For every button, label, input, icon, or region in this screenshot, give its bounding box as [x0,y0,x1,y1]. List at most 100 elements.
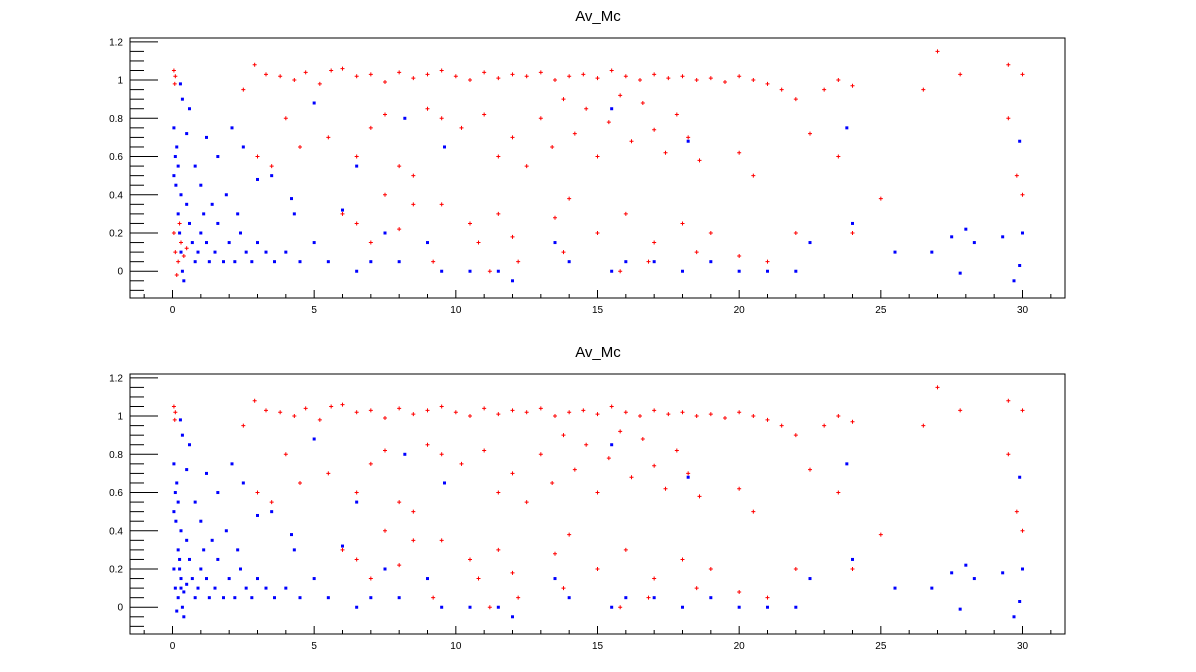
data-point [326,260,330,264]
data-point [175,145,179,149]
data-point [709,596,713,600]
data-point [252,62,257,67]
data-point [188,557,191,561]
data-point [236,212,240,216]
data-point [553,551,557,556]
data-point [1018,475,1022,479]
data-point [487,269,492,274]
data-point [383,192,387,197]
data-point [222,596,225,600]
data-point [278,74,283,79]
data-point [623,410,628,415]
data-point [340,402,345,407]
data-point [666,412,671,417]
data-point [439,452,444,457]
data-point [175,481,179,485]
data-point [368,72,373,77]
data-point [708,231,713,235]
data-point [935,49,940,54]
data-point [1006,452,1011,457]
data-point [283,116,288,121]
data-point [845,462,849,466]
data-point [185,468,189,472]
data-point [708,412,713,417]
data-point [233,596,237,600]
data-point [244,586,248,590]
data-point [184,246,189,251]
data-point [610,605,614,609]
data-point [283,452,288,457]
data-point [482,112,487,117]
data-point [199,567,203,571]
data-point [196,586,200,590]
x-tick-label: 0 [170,305,176,316]
data-point [496,154,501,159]
data-point [185,202,189,206]
data-point [640,101,645,105]
data-point [808,577,812,581]
data-point [411,202,416,207]
data-point [179,193,183,197]
data-point [340,66,345,71]
data-point [326,135,331,140]
data-point [270,510,274,514]
data-point [439,404,444,409]
data-point [179,240,183,245]
data-point [516,259,521,264]
data-point [663,150,668,155]
data-point [930,586,934,590]
data-point [250,596,254,600]
data-point [431,595,436,600]
data-point [737,269,741,273]
data-point [958,607,962,611]
data-point [1021,231,1024,235]
data-point [618,605,623,610]
data-point [572,467,577,472]
data-point [496,490,501,495]
data-point [524,164,529,169]
data-point [964,563,968,567]
data-point [572,131,577,136]
data-point [172,510,176,514]
chart-title: Av_Mc [575,8,621,25]
data-point [290,197,293,201]
data-point [188,443,191,447]
data-point [216,155,220,159]
data-point [567,74,572,79]
data-point [737,74,742,79]
data-point [808,467,812,472]
data-point [1020,408,1025,413]
data-point [298,260,302,264]
data-point [176,596,180,600]
data-point [213,586,217,590]
data-point [174,183,178,187]
data-point [595,154,600,159]
x-tick-label: 25 [875,305,887,316]
data-point [171,231,176,235]
data-point [298,144,302,149]
data-point [893,586,897,590]
data-point [210,202,214,206]
data-point [964,227,968,231]
data-point [561,97,566,102]
data-point [178,418,182,422]
data-point [239,231,242,235]
data-point [652,576,657,581]
data-point [172,567,176,571]
data-point [174,519,178,523]
data-point [298,480,302,485]
data-point [680,410,685,415]
data-point [173,250,178,255]
data-point [459,125,464,130]
data-point [510,135,515,140]
data-point [340,547,345,552]
data-point [303,70,308,75]
data-point [538,116,543,121]
data-point [686,471,691,476]
data-point [176,212,180,216]
data-point [808,241,812,245]
data-point [1014,173,1019,178]
data-point [443,481,446,485]
data-point [794,605,798,609]
data-point [751,78,756,83]
